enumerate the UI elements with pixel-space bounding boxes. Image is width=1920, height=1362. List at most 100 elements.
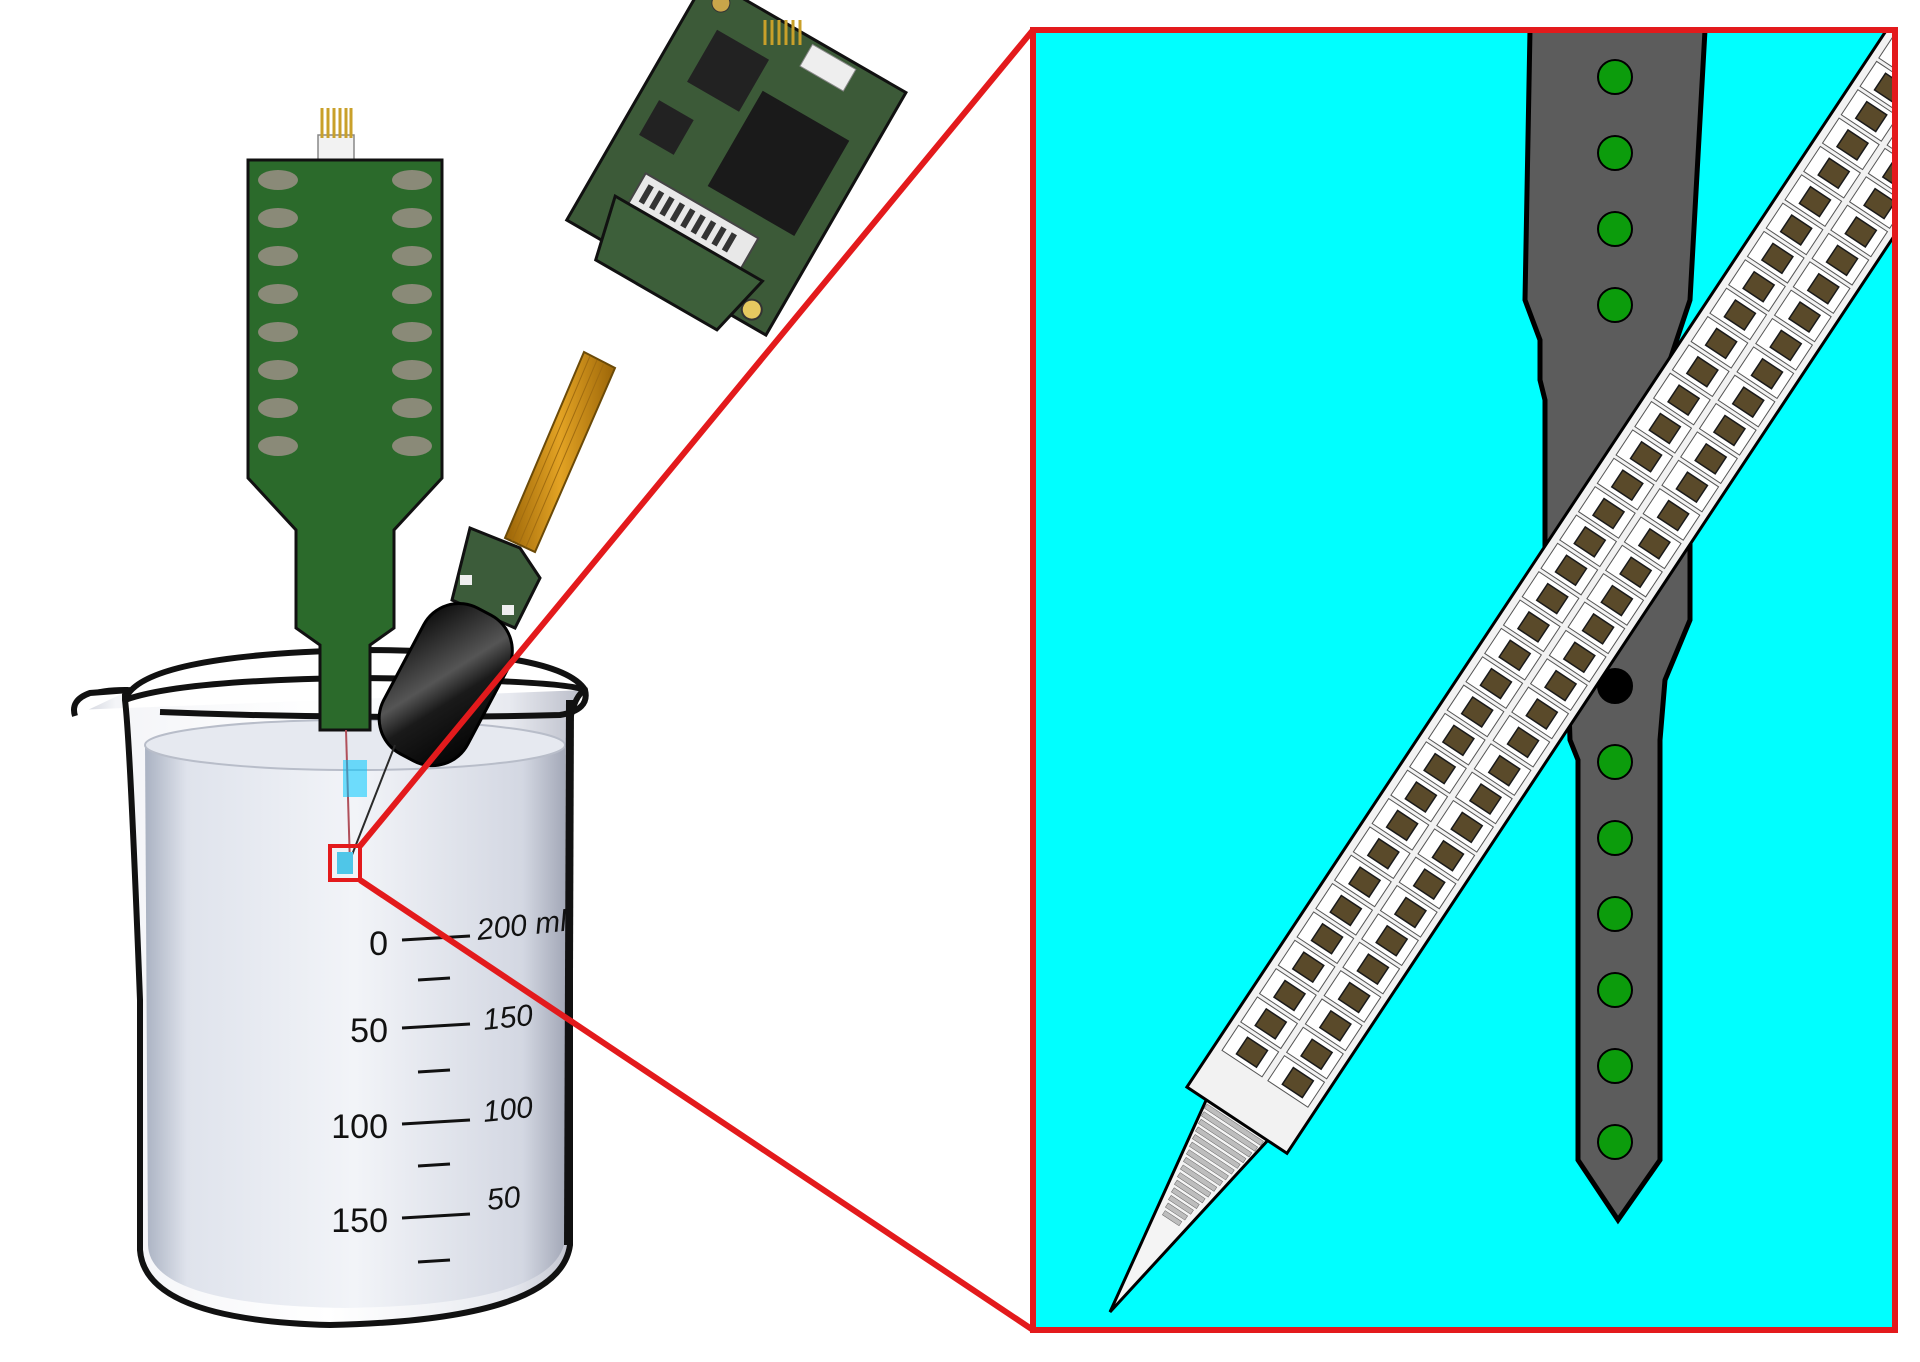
site-cell — [1867, 147, 1895, 201]
site-cell — [1906, 92, 1920, 144]
scale-left-150: 150 — [331, 1202, 388, 1240]
recording-contact — [1597, 896, 1633, 932]
scale-left-100: 100 — [331, 1108, 388, 1146]
site-cell — [1898, 5, 1920, 57]
tip-trace — [1168, 1195, 1194, 1215]
tip-trace — [1177, 1172, 1212, 1198]
recording-site — [1637, 527, 1671, 560]
recording-site — [1787, 301, 1822, 334]
recording-site — [1310, 922, 1344, 955]
recording-site — [1543, 669, 1578, 702]
recording-site — [1760, 242, 1794, 275]
recording-site — [1704, 327, 1738, 360]
recording-site — [1300, 1038, 1334, 1071]
tip-trace — [1192, 1134, 1241, 1169]
recording-site — [1742, 270, 1776, 303]
recording-site — [1441, 724, 1475, 757]
recording-contact — [1597, 211, 1633, 247]
recording-site — [1487, 754, 1521, 787]
tip-trace — [1180, 1164, 1218, 1192]
recording-site — [1629, 440, 1663, 473]
recording-site — [1423, 752, 1457, 785]
recording-site — [1356, 953, 1390, 986]
recording-site — [1581, 612, 1615, 645]
recording-site — [1375, 924, 1409, 957]
recording-site — [1854, 100, 1888, 133]
recording-site — [1769, 329, 1803, 362]
recording-site — [1412, 868, 1446, 901]
probe-board-icon — [246, 108, 444, 866]
recording-site — [1902, 132, 1920, 162]
recording-site — [1431, 839, 1465, 872]
recording-site — [1468, 783, 1503, 816]
recording-contact — [1597, 972, 1633, 1008]
recording-site — [1516, 610, 1551, 643]
recording-site — [1731, 386, 1765, 419]
scale-left-50: 50 — [350, 1012, 388, 1050]
recording-contact — [1597, 744, 1633, 780]
recording-site — [1479, 667, 1513, 700]
recording-site — [1844, 215, 1878, 248]
recording-site — [1254, 1007, 1288, 1040]
scale-left-0: 0 — [369, 925, 388, 963]
recording-site — [1235, 1036, 1269, 1069]
recording-site — [1912, 17, 1920, 47]
recording-site — [1825, 244, 1859, 277]
tip-trace — [1165, 1202, 1188, 1221]
recording-site — [1291, 951, 1325, 984]
recording-site — [1798, 185, 1832, 218]
beaker-icon: 0 50 100 150 200 ml 150 100 50 — [71, 646, 589, 1329]
recording-site — [1779, 213, 1813, 246]
tip-trace — [1183, 1156, 1223, 1187]
recording-site — [1619, 556, 1653, 589]
scale-right-50: 50 — [485, 1181, 522, 1217]
recording-site — [1817, 157, 1851, 190]
recording-site — [1573, 525, 1607, 558]
recording-site — [1272, 979, 1307, 1012]
recording-site — [1535, 582, 1569, 615]
recording-site — [1600, 584, 1634, 617]
tip-trace — [1195, 1126, 1247, 1164]
tip-trace — [1162, 1210, 1183, 1227]
recording-site — [1835, 128, 1870, 161]
recording-site — [1648, 412, 1682, 445]
tip-trace — [1198, 1118, 1253, 1158]
recording-site — [1667, 384, 1701, 417]
recording-site — [1712, 414, 1747, 447]
recording-site — [1675, 471, 1709, 504]
headstage-board-icon — [349, 0, 908, 861]
recording-site — [1450, 811, 1484, 844]
recording-site — [1318, 1009, 1352, 1042]
tip-trace — [1171, 1187, 1200, 1209]
recording-contact — [1597, 1048, 1633, 1084]
recording-site — [1656, 499, 1690, 532]
zoom-callout — [328, 28, 1036, 1333]
multi-site-probe — [1108, 0, 1920, 1314]
tip-trace — [1201, 1111, 1258, 1152]
recording-site — [1366, 837, 1400, 870]
scale-right-100: 100 — [481, 1091, 535, 1129]
recording-site — [1554, 554, 1588, 587]
recording-site — [1393, 896, 1427, 929]
recording-contact — [1597, 820, 1633, 856]
recording-site — [1281, 1066, 1315, 1099]
recording-site — [1863, 187, 1895, 220]
site-cell — [1916, 0, 1920, 28]
recording-contact — [1597, 1124, 1633, 1160]
recording-contact — [1597, 135, 1633, 171]
recording-site — [1460, 695, 1494, 728]
recording-contact — [1597, 287, 1633, 323]
recording-site — [1750, 357, 1784, 390]
recording-site — [1610, 469, 1644, 502]
recording-site — [1806, 272, 1840, 305]
recording-site — [1562, 641, 1596, 674]
recording-site — [1404, 781, 1438, 814]
zoom-panel — [1030, 0, 1920, 1333]
recording-site — [1873, 72, 1895, 105]
tip-trace — [1189, 1141, 1235, 1175]
tip-trace — [1186, 1149, 1229, 1181]
recording-site — [1348, 866, 1382, 899]
scale-right-150: 150 — [481, 999, 535, 1037]
recording-site — [1506, 726, 1540, 759]
